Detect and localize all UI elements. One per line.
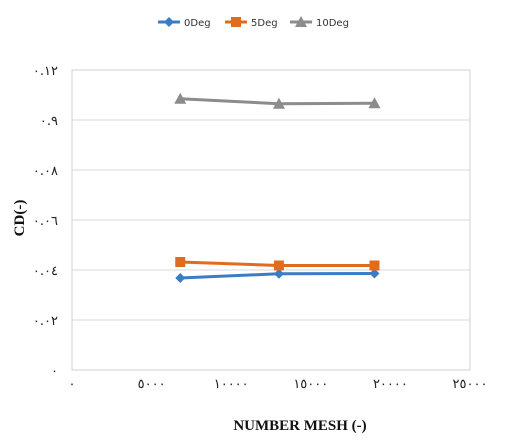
data-point-10Deg bbox=[368, 97, 381, 109]
x-tick-label: ١٥٠٠٠ bbox=[293, 377, 328, 392]
legend-label: 10Deg bbox=[316, 18, 349, 29]
x-tick-label: ١٠٠٠٠ bbox=[214, 377, 249, 392]
series-10Deg bbox=[174, 92, 381, 109]
x-tick-label: ٠ bbox=[69, 377, 76, 392]
y-axis-label: CD(-) bbox=[12, 200, 28, 237]
data-point-5Deg bbox=[175, 257, 186, 267]
x-tick-label: ٢٠٠٠٠ bbox=[373, 377, 408, 392]
plot-border bbox=[71, 69, 471, 371]
x-tick-label: ٢٥٠٠٠ bbox=[453, 377, 488, 392]
y-tick-label: ٠.٠٨ bbox=[33, 164, 58, 179]
legend-item-10Deg: 10Deg bbox=[290, 16, 349, 29]
y-tick-label: ٠.٠٤ bbox=[33, 264, 58, 279]
series-0Deg bbox=[175, 268, 380, 283]
y-tick-label: ٠ bbox=[51, 364, 58, 379]
x-tick-label: ٥٠٠٠ bbox=[138, 377, 166, 392]
data-point-0Deg bbox=[175, 273, 186, 283]
series-5Deg bbox=[175, 257, 380, 271]
y-axis-ticks: ٠ ٠.٠٢ ٠.٠٤ ٠.٠٦ ٠.٠٨ ٠.٩ ٠.١٢ bbox=[33, 64, 58, 379]
legend-label: 5Deg bbox=[251, 18, 278, 29]
legend-marker bbox=[295, 16, 307, 27]
data-point-0Deg bbox=[273, 268, 284, 279]
y-tick-label: ٠.٠٢ bbox=[33, 314, 58, 329]
series-layer bbox=[174, 92, 381, 283]
y-tick-label: ٠.٩ bbox=[40, 114, 58, 129]
legend: 0Deg 5Deg 10Deg bbox=[158, 16, 349, 29]
gridlines bbox=[71, 69, 471, 371]
data-point-0Deg bbox=[369, 268, 380, 279]
legend-item-5Deg: 5Deg bbox=[225, 17, 278, 29]
data-point-5Deg bbox=[273, 260, 284, 271]
data-point-10Deg bbox=[174, 92, 187, 104]
y-tick-label: ٠.٠٦ bbox=[33, 214, 58, 229]
y-tick-label: ٠.١٢ bbox=[33, 64, 58, 79]
legend-label: 0Deg bbox=[184, 18, 211, 29]
legend-marker bbox=[164, 17, 174, 27]
data-point-10Deg bbox=[272, 97, 285, 109]
x-axis-label: NUMBER MESH (-) bbox=[233, 418, 366, 434]
legend-item-0Deg: 0Deg bbox=[158, 17, 211, 29]
legend-marker bbox=[231, 17, 241, 27]
data-point-5Deg bbox=[369, 260, 380, 271]
x-axis-ticks: ٠ ٥٠٠٠ ١٠٠٠٠ ١٥٠٠٠ ٢٠٠٠٠ ٢٥٠٠٠ bbox=[69, 377, 488, 392]
